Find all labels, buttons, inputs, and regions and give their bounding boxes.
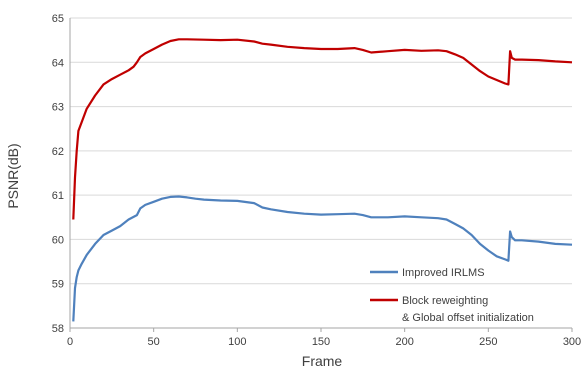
x-tick-label: 50: [148, 336, 160, 348]
y-tick-label: 65: [52, 13, 64, 25]
legend-label-2: Block reweighting: [402, 295, 488, 307]
x-tick-label: 200: [395, 336, 413, 348]
y-axis-title: PSNR(dB): [5, 143, 21, 208]
series-line-2: [72, 38, 573, 220]
x-tick-label: 250: [479, 336, 497, 348]
y-tick-label: 63: [52, 102, 64, 114]
x-axis-title: Frame: [302, 353, 343, 369]
legend-label-1: Improved IRLMS: [402, 267, 485, 279]
y-tick-label: 62: [52, 146, 64, 158]
x-tick-label: 100: [228, 336, 246, 348]
x-tick-label: 0: [67, 336, 73, 348]
grid-layer: [70, 17, 572, 285]
y-tick-label: 64: [52, 57, 64, 69]
x-tick-label: 300: [563, 336, 581, 348]
y-tick-label: 60: [52, 234, 64, 246]
y-tick-label: 59: [52, 279, 64, 291]
x-tick-label: 150: [312, 336, 330, 348]
series-layer: [72, 38, 573, 322]
legend: Improved IRLMS Block reweighting & Global …: [370, 267, 534, 324]
legend-label-2: & Global offset initialization: [402, 312, 534, 324]
y-tick-label: 58: [52, 323, 64, 335]
y-tick-label: 61: [52, 190, 64, 202]
series-line-1: [72, 195, 573, 322]
axes-layer: 58 59 60 61 62 63 64 65 0 50 100 150 200 250 300: [52, 13, 581, 348]
